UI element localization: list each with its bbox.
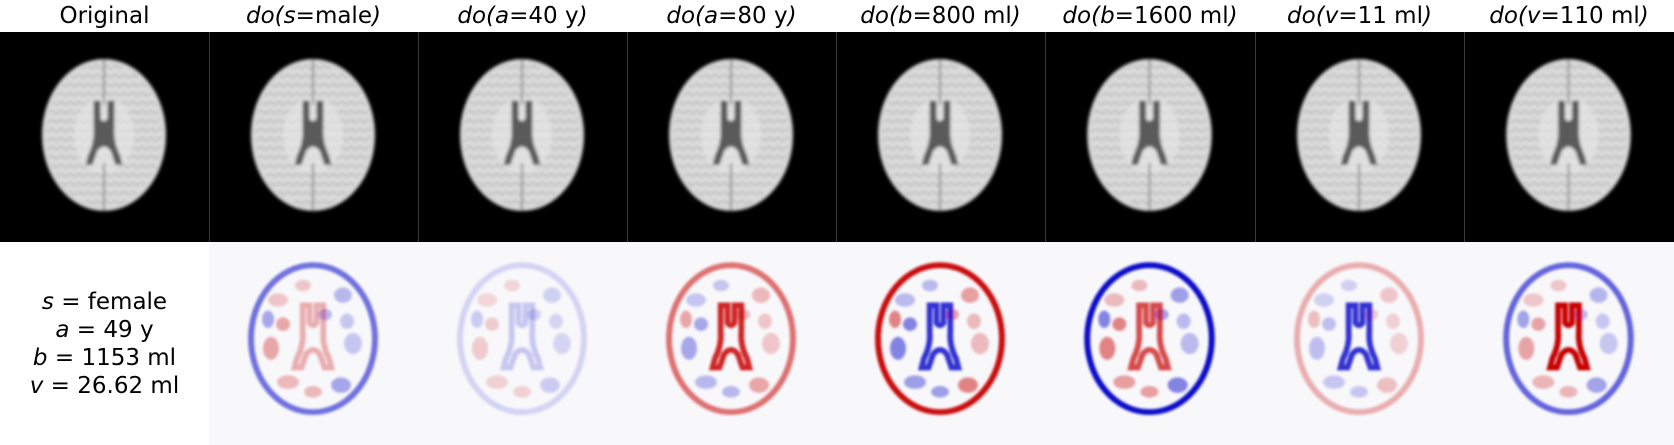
header-var: a — [704, 3, 719, 29]
difference-map-do-a-80 — [627, 242, 836, 445]
panel-separator — [418, 32, 419, 242]
difference-brain — [248, 262, 378, 416]
attribute-sex: s = female — [42, 288, 167, 316]
header-do-s-male: do(s = male) — [209, 0, 418, 32]
header-do-b-1600: do(b = 1600 ml) — [1045, 0, 1255, 32]
brain-slice — [42, 59, 166, 211]
header-prefix: do( — [457, 3, 496, 29]
brain-slice — [878, 59, 1002, 211]
attr-value: 1153 ml — [81, 344, 177, 371]
difference-brain — [1084, 262, 1215, 416]
header-eq: = — [912, 3, 932, 29]
brain-mri-do-b-1600 — [1045, 32, 1255, 242]
brain-mri-do-s-male — [209, 32, 418, 242]
brain-slice — [1506, 59, 1631, 211]
header-do-b-800: do(b = 800 ml) — [836, 0, 1045, 32]
attr-var: s — [41, 288, 54, 315]
difference-brain — [1503, 262, 1634, 416]
header-suffix: ) — [787, 3, 797, 29]
header-suffix: ) — [1639, 3, 1649, 29]
header-var: b — [897, 3, 913, 29]
header-prefix: do( — [246, 3, 284, 29]
header-eq: = — [295, 3, 315, 29]
attr-eq: = — [53, 288, 88, 315]
panel-separator — [1464, 32, 1465, 242]
brain-mri-do-b-800 — [836, 32, 1045, 242]
attribute-ventricle-volume: v = 26.62 ml — [30, 372, 179, 400]
attribute-brain-volume: b = 1153 ml — [33, 344, 176, 372]
difference-brain — [457, 262, 587, 416]
header-value: male — [314, 3, 372, 29]
header-original-text: Original — [59, 3, 150, 29]
attr-eq: = — [69, 316, 104, 343]
attribute-age: a = 49 y — [55, 316, 153, 344]
difference-brain — [875, 262, 1005, 416]
header-suffix: ) — [371, 3, 381, 29]
brain-mri-do-v-110 — [1464, 32, 1674, 242]
header-var: b — [1100, 3, 1115, 29]
header-var: a — [495, 3, 510, 29]
header-suffix: ) — [1228, 3, 1238, 29]
header-value: 80 y — [737, 3, 788, 29]
header-eq: = — [1338, 3, 1358, 29]
brain-mri-do-v-11 — [1255, 32, 1464, 242]
header-prefix: do( — [860, 3, 898, 29]
brain-slice — [460, 59, 584, 211]
header-prefix: do( — [666, 3, 705, 29]
header-eq: = — [1540, 3, 1560, 29]
attr-var: v — [29, 372, 44, 399]
brain-mri-do-a-80 — [627, 32, 836, 242]
brain-slice — [669, 59, 793, 211]
difference-map-do-b-1600 — [1045, 242, 1255, 445]
difference-map-do-a-40 — [418, 242, 627, 445]
header-var: v — [1324, 3, 1339, 29]
difference-map-do-b-800 — [836, 242, 1045, 445]
header-var: v — [1526, 3, 1541, 29]
header-value: 40 y — [528, 3, 579, 29]
attr-eq: = — [47, 344, 82, 371]
attr-value: 49 y — [103, 316, 154, 343]
panel-separator — [1045, 32, 1046, 242]
header-eq: = — [718, 3, 738, 29]
header-var: s — [283, 3, 296, 29]
header-eq: = — [509, 3, 529, 29]
header-value: 1600 ml — [1133, 3, 1229, 29]
header-do-a-80: do(a = 80 y) — [627, 0, 836, 32]
header-prefix: do( — [1287, 3, 1325, 29]
header-do-v-11: do(v = 11 ml) — [1255, 0, 1464, 32]
difference-map-do-v-110 — [1464, 242, 1674, 445]
difference-map-do-v-11 — [1255, 242, 1464, 445]
brain-mri-original — [0, 32, 209, 242]
header-prefix: do( — [1489, 3, 1527, 29]
difference-brain — [1294, 262, 1424, 416]
original-attributes: s = female a = 49 y b = 1153 ml v = 26.6… — [0, 242, 209, 445]
panel-separator — [836, 32, 837, 242]
header-value: 110 ml — [1559, 3, 1640, 29]
header-do-v-110: do(v = 110 ml) — [1464, 0, 1674, 32]
header-suffix: ) — [1422, 3, 1432, 29]
panel-separator — [209, 32, 210, 242]
attr-value: female — [87, 288, 168, 315]
attr-eq: = — [43, 372, 78, 399]
header-eq: = — [1114, 3, 1134, 29]
difference-map-do-s-male — [209, 242, 418, 445]
header-prefix: do( — [1062, 3, 1101, 29]
header-suffix: ) — [578, 3, 588, 29]
attr-var: a — [55, 316, 70, 343]
header-do-a-40: do(a = 40 y) — [418, 0, 627, 32]
brain-mri-do-a-40 — [418, 32, 627, 242]
panel-separator — [627, 32, 628, 242]
attr-value: 26.62 ml — [77, 372, 180, 399]
header-original: Original — [0, 0, 209, 32]
panel-separator — [1255, 32, 1256, 242]
difference-brain — [666, 262, 796, 416]
brain-slice — [251, 59, 375, 211]
brain-slice — [1297, 59, 1421, 211]
header-value: 800 ml — [931, 3, 1012, 29]
header-value: 11 ml — [1357, 3, 1423, 29]
attr-var: b — [32, 344, 48, 371]
header-suffix: ) — [1011, 3, 1021, 29]
brain-slice — [1087, 59, 1212, 211]
